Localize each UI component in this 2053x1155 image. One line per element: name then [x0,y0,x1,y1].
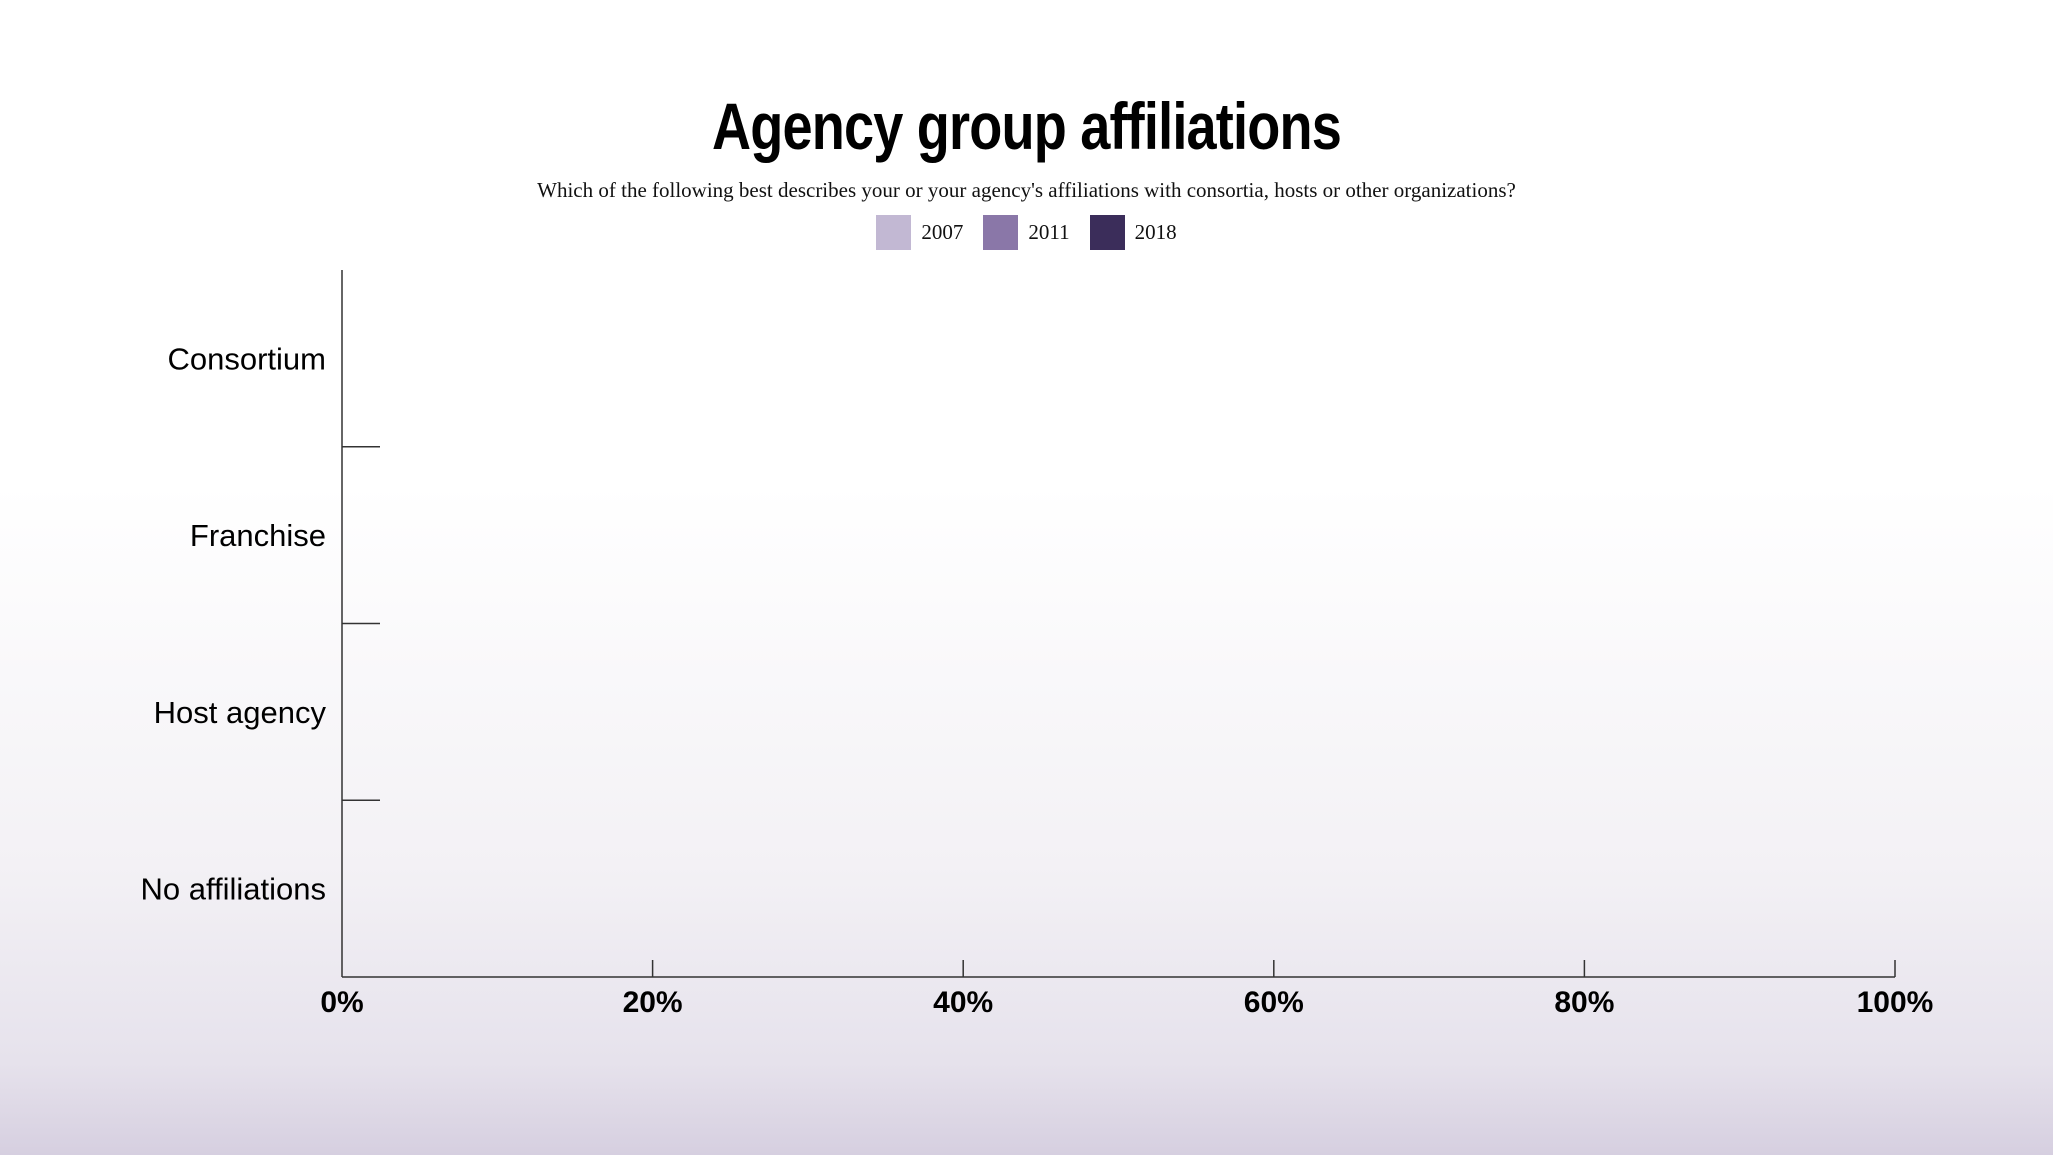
x-tick-label: 0% [320,986,363,1019]
x-tick-label: 60% [1244,986,1304,1019]
x-tick-label: 80% [1554,986,1614,1019]
chart-subtitle: Which of the following best describes yo… [537,178,1516,202]
legend-swatch-2007 [876,215,912,250]
x-tick-label: 20% [623,986,683,1019]
category-label: No affiliations [140,872,326,907]
legend-label-2011: 2011 [1028,220,1070,244]
legend-item-2011: 2011 [983,215,1070,250]
legend-swatch-2011 [983,215,1019,250]
chart-title: Agency group affiliations [711,89,1342,163]
legend-item-2018: 2018 [1089,215,1177,250]
x-tick-label: 100% [1857,986,1934,1019]
legend: 2007 2011 2018 [0,215,2053,250]
category-label: Consortium [168,341,327,376]
x-tick-label: 40% [933,986,993,1019]
legend-label-2007: 2007 [921,220,964,244]
legend-swatch-2018 [1089,215,1125,250]
legend-label-2018: 2018 [1134,220,1177,244]
category-label: Host agency [154,695,327,730]
legend-item-2007: 2007 [876,215,963,250]
category-label: Franchise [190,518,326,553]
